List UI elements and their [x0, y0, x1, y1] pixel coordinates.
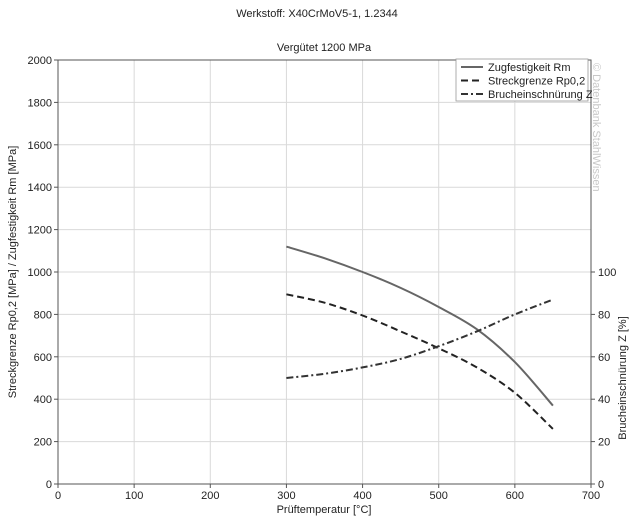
y2-tick-label: 40: [598, 394, 610, 406]
x-tick-label: 200: [201, 490, 219, 502]
y-tick-label: 1800: [28, 97, 52, 109]
y2-tick-label: 80: [598, 309, 610, 321]
x-tick-label: 400: [353, 490, 371, 502]
y-tick-label: 1200: [28, 225, 52, 237]
y2-tick-label: 20: [598, 437, 610, 449]
x-tick-label: 700: [582, 490, 600, 502]
x-tick-label: 0: [55, 490, 61, 502]
legend-label: Brucheinschnürung Z: [488, 89, 593, 101]
x-tick-label: 300: [277, 490, 295, 502]
y-tick-label: 600: [34, 352, 52, 364]
y-tick-label: 2000: [28, 55, 52, 67]
x-tick-label: 100: [125, 490, 143, 502]
legend-label: Zugfestigkeit Rm: [488, 62, 571, 74]
chart-title: Werkstoff: X40CrMoV5-1, 1.2344: [236, 8, 398, 20]
y2-axis-label: Brucheinschnürung Z [%]: [617, 316, 629, 440]
axes: [54, 59, 595, 488]
y-tick-label: 800: [34, 309, 52, 321]
grid: [58, 60, 591, 484]
y-tick-label: 1400: [28, 182, 52, 194]
y2-tick-label: 60: [598, 352, 610, 364]
x-tick-label: 600: [506, 490, 524, 502]
y-tick-label: 400: [34, 394, 52, 406]
x-axis-label: Prüftemperatur [°C]: [277, 504, 372, 516]
legend: Zugfestigkeit Rm Streckgrenze Rp0,2Bruche…: [455, 58, 593, 102]
watermark: © Datenbank StahlWissen: [590, 63, 602, 192]
tick-labels: 0 100 200 300 400 500 600 700020040060080010001…: [28, 55, 617, 502]
y2-tick-label: 0: [598, 479, 604, 491]
y-tick-label: 1000: [28, 267, 52, 279]
y-tick-label: 1600: [28, 140, 52, 152]
series-brucheinschnuerung-line: [286, 298, 554, 379]
x-tick-label: 500: [430, 490, 448, 502]
y-axis-label: Streckgrenze Rp0,2 [MPa] / Zugfestigkeit…: [7, 146, 19, 398]
series-lines: [286, 245, 554, 430]
y2-tick-label: 100: [598, 267, 616, 279]
legend-label: Streckgrenze Rp0,2: [488, 76, 585, 88]
series-zugfestigkeit-line: [286, 245, 554, 407]
chart-subtitle: Vergütet 1200 MPa: [277, 42, 372, 54]
series-streckgrenze-line: [286, 293, 554, 430]
y-tick-label: 0: [46, 479, 52, 491]
y-tick-label: 200: [34, 437, 52, 449]
